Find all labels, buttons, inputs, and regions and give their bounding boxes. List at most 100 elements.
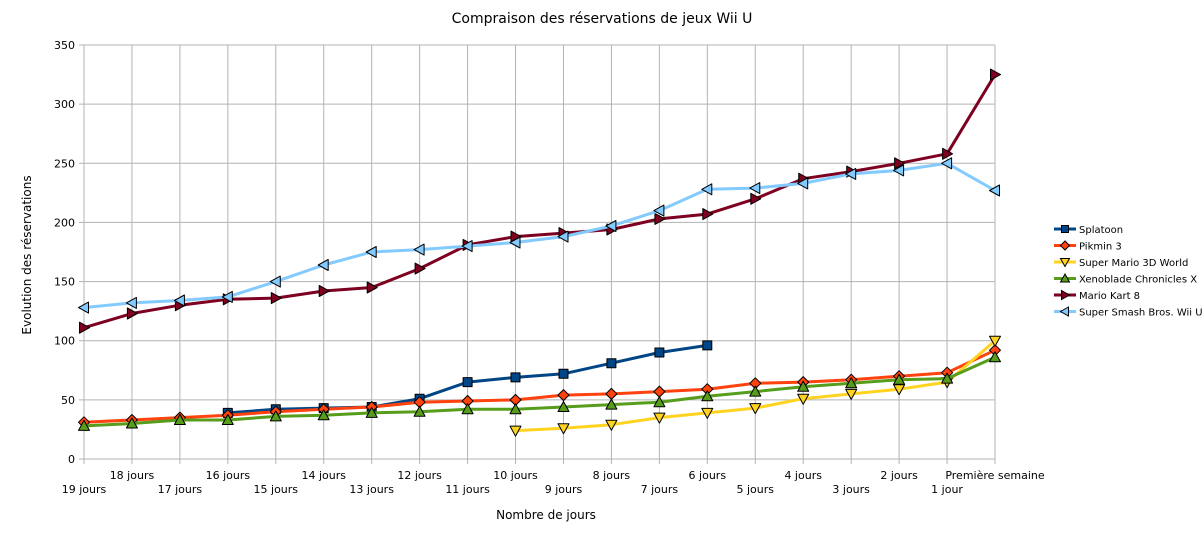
data-point <box>989 351 1001 363</box>
data-point <box>317 409 330 421</box>
data-point <box>653 396 666 408</box>
data-point <box>893 373 906 385</box>
data-point <box>270 292 282 305</box>
data-point <box>797 380 810 392</box>
x-tick-label: 7 jours <box>641 483 679 496</box>
legend-label: Super Mario 3D World <box>1079 258 1188 269</box>
x-tick-label: 14 jours <box>301 469 346 482</box>
data-point <box>653 204 665 217</box>
series-xenoblade-chronicles-x <box>78 351 1001 431</box>
series-line <box>83 73 997 330</box>
x-tick-label: 2 jours <box>880 469 918 482</box>
legend-item-pikmin-3: Pikmin 3 <box>1054 240 1122 253</box>
data-point <box>78 419 90 431</box>
series-line <box>83 355 996 428</box>
y-tick-label: 250 <box>54 157 75 170</box>
data-point <box>702 208 714 221</box>
x-tick-label: 4 jours <box>784 469 822 482</box>
legend-label: Super Smash Bros. Wii U <box>1079 308 1203 319</box>
data-point <box>221 414 234 425</box>
data-point <box>654 347 665 358</box>
x-tick-label: 5 jours <box>737 483 775 496</box>
data-point <box>749 182 761 195</box>
data-point <box>605 419 618 431</box>
data-point <box>654 212 666 225</box>
data-point <box>942 147 954 160</box>
data-point <box>893 164 905 177</box>
y-tick-label: 0 <box>68 453 75 466</box>
legend-item-super-smash-bros-wii-u: Super Smash Bros. Wii U <box>1054 306 1203 319</box>
data-point <box>845 167 857 180</box>
data-point <box>413 243 425 256</box>
legend-swatch-marker <box>1059 272 1071 283</box>
data-point <box>653 412 666 424</box>
legend-item-xenoblade-chronicles-x: Xenoblade Chronicles X <box>1054 272 1197 286</box>
legend-swatch-marker <box>1059 240 1071 251</box>
legend-label: Xenoblade Chronicles X <box>1079 275 1197 286</box>
data-point <box>413 405 426 417</box>
data-point <box>606 358 617 369</box>
legend-item-splatoon: Splatoon <box>1054 225 1123 236</box>
y-tick-label: 350 <box>54 39 75 52</box>
data-point <box>702 340 713 351</box>
data-point <box>365 406 378 418</box>
data-point <box>461 240 473 253</box>
x-axis-label: Nombre de jours <box>496 508 596 522</box>
data-point <box>749 385 762 397</box>
data-point <box>78 301 89 314</box>
legend: Splatoon Pikmin 3 Super Mario 3D World Xeno… <box>1054 225 1203 319</box>
x-tick-label: 12 jours <box>397 469 442 482</box>
data-point <box>221 290 233 303</box>
legend-item-super-mario-3d-world: Super Mario 3D World <box>1054 258 1188 269</box>
data-point <box>557 230 569 243</box>
y-tick-label: 300 <box>54 98 75 111</box>
x-tick-label: 11 jours <box>445 483 490 496</box>
x-tick-label: Première semaine <box>945 469 1045 482</box>
data-point <box>845 388 858 400</box>
data-point <box>557 401 570 412</box>
x-tick-label: 15 jours <box>254 483 299 496</box>
data-point <box>701 390 714 402</box>
data-point <box>941 157 953 170</box>
data-point <box>701 407 714 419</box>
x-tick-label: 3 jours <box>832 483 870 496</box>
legend-label: Mario Kart 8 <box>1079 291 1140 302</box>
y-tick-label: 100 <box>54 335 75 348</box>
data-point <box>461 403 474 415</box>
data-point <box>125 296 137 309</box>
data-point <box>509 425 522 437</box>
data-point <box>79 321 90 334</box>
series-mario-kart-8 <box>79 68 1001 334</box>
y-axis-label: Evolution des réservations <box>20 175 34 334</box>
data-point <box>269 275 281 288</box>
data-point <box>269 410 282 422</box>
data-point <box>701 183 713 196</box>
data-point <box>605 387 618 400</box>
data-point <box>797 177 809 190</box>
chart-title: Compraison des réservations de jeux Wii … <box>452 11 753 27</box>
x-tick-label: 9 jours <box>545 483 583 496</box>
legend-label: Pikmin 3 <box>1079 242 1122 253</box>
data-point <box>510 372 521 383</box>
x-tick-label: 18 jours <box>110 469 155 482</box>
y-tick-label: 200 <box>54 216 75 229</box>
data-point <box>845 377 858 389</box>
x-tick-label: 17 jours <box>158 483 203 496</box>
legend-swatch-marker <box>1061 225 1069 233</box>
x-tick-label: 8 jours <box>593 469 631 482</box>
data-point <box>509 236 521 249</box>
data-point <box>941 372 954 384</box>
legend-swatch-marker <box>1059 258 1071 268</box>
series-super-mario-3d-world <box>509 335 1001 437</box>
series-pikmin-3 <box>78 344 1001 429</box>
x-tick-label: 10 jours <box>493 469 538 482</box>
data-point <box>317 259 329 271</box>
data-point <box>173 414 186 425</box>
series-line <box>83 161 996 310</box>
data-point <box>125 417 138 429</box>
legend-item-mario-kart-8: Mario Kart 8 <box>1054 289 1140 302</box>
data-point <box>605 220 617 232</box>
data-point <box>605 398 618 410</box>
data-point <box>365 246 377 258</box>
